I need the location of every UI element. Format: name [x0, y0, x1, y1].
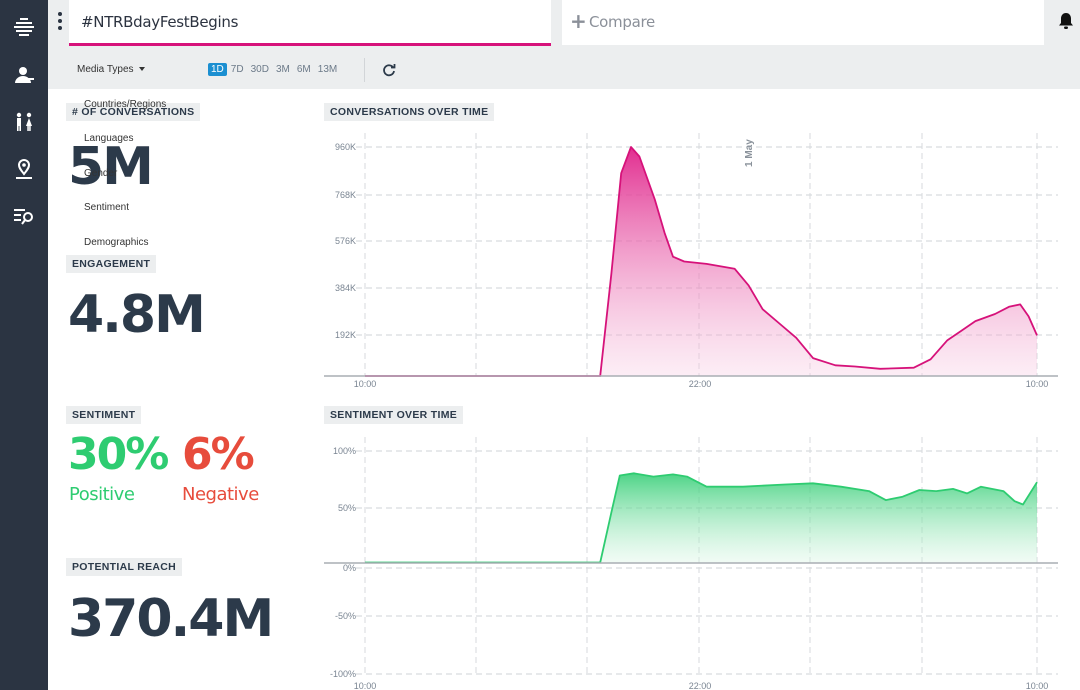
conversations-chart-title: CONVERSATIONS OVER TIME — [324, 103, 495, 121]
engagement-label: ENGAGEMENT — [66, 255, 157, 273]
dashboard-panel: # OF CONVERSATIONS 5M Countries/Regions … — [48, 89, 1080, 690]
y-tick-label: 192K — [335, 330, 356, 340]
query-tab[interactable]: #NTRBdayFestBegins — [69, 0, 551, 46]
y-tick-label: 768K — [335, 190, 356, 200]
sentiment-chart-title: SENTIMENT OVER TIME — [324, 406, 464, 424]
y-tick-label: 50% — [338, 503, 356, 513]
y-tick-label: -100% — [330, 669, 356, 679]
menu-item-languages[interactable]: Languages — [84, 133, 134, 144]
plus-icon: + — [570, 9, 587, 33]
negative-value: 6% — [182, 429, 255, 480]
x-tick-label: 22:00 — [689, 379, 712, 389]
media-types-dropdown[interactable]: Media Types — [77, 64, 145, 75]
series-line — [365, 146, 1038, 377]
y-tick-label: 576K — [335, 236, 356, 246]
compare-tab[interactable]: + Compare — [562, 0, 1044, 45]
range-1d[interactable]: 1D — [208, 63, 227, 76]
menu-item-countries[interactable]: Countries/Regions — [84, 99, 167, 110]
reach-value: 370.4M — [68, 589, 274, 649]
x-tick-label: 10:00 — [1026, 681, 1049, 690]
range-3m[interactable]: 3M — [275, 64, 290, 75]
y-tick-label: 100% — [333, 446, 356, 456]
location-icon[interactable] — [10, 156, 38, 184]
topbar: #NTRBdayFestBegins + Compare — [48, 0, 1080, 47]
reach-label: POTENTIAL REACH — [66, 558, 183, 576]
refresh-icon[interactable] — [382, 63, 396, 77]
bell-icon[interactable] — [1058, 12, 1074, 30]
x-tick-label: 10:00 — [1026, 379, 1049, 389]
range-selector: 1D 7D 30D 3M 6M 13M — [208, 63, 340, 76]
divider — [364, 58, 365, 82]
engagement-value: 4.8M — [68, 285, 206, 345]
kebab-menu-icon[interactable] — [56, 12, 64, 34]
series-line — [365, 472, 1038, 564]
x-tick-label: 22:00 — [689, 681, 712, 690]
menu-item-demographics[interactable]: Demographics — [84, 237, 149, 248]
positive-value: 30% — [68, 429, 169, 480]
caret-down-icon — [138, 67, 145, 72]
positive-label: Positive — [69, 484, 135, 505]
stream-icon[interactable] — [10, 14, 38, 42]
sidebar — [0, 0, 48, 690]
date-annotation: 1 May — [744, 139, 755, 167]
y-tick-label: 384K — [335, 283, 356, 293]
y-tick-label: 960K — [335, 142, 356, 152]
y-tick-label: -50% — [335, 611, 356, 621]
series-area — [365, 147, 1037, 376]
filter-bar: Media Types 1D 7D 30D 3M 6M 13M — [48, 47, 1080, 89]
compare-label: Compare — [589, 13, 655, 31]
conversations-value: 5M — [68, 137, 154, 197]
people-icon[interactable] — [10, 108, 38, 136]
series-area — [365, 473, 1037, 563]
negative-label: Negative — [182, 484, 259, 505]
x-tick-label: 10:00 — [354, 681, 377, 690]
y-tick-label: 0% — [343, 563, 356, 573]
x-tick-label: 10:00 — [354, 379, 377, 389]
sentiment-label: SENTIMENT — [66, 406, 142, 424]
menu-item-sentiment[interactable]: Sentiment — [84, 202, 130, 213]
media-types-label: Media Types — [77, 64, 134, 75]
conversations-label: # OF CONVERSATIONS — [66, 103, 201, 121]
charts-canvas: 192K 384K 576K 768K 960K 10:00 22:00 10:00 1 May… — [324, 133, 1058, 690]
menu-item-gender[interactable]: Gender — [84, 168, 118, 179]
search-list-icon[interactable] — [10, 202, 38, 230]
users-icon[interactable] — [10, 61, 38, 89]
range-6m[interactable]: 6M — [296, 64, 311, 75]
range-13m[interactable]: 13M — [317, 64, 338, 75]
range-7d[interactable]: 7D — [230, 64, 244, 75]
query-title: #NTRBdayFestBegins — [81, 13, 239, 31]
range-30d[interactable]: 30D — [250, 64, 269, 75]
